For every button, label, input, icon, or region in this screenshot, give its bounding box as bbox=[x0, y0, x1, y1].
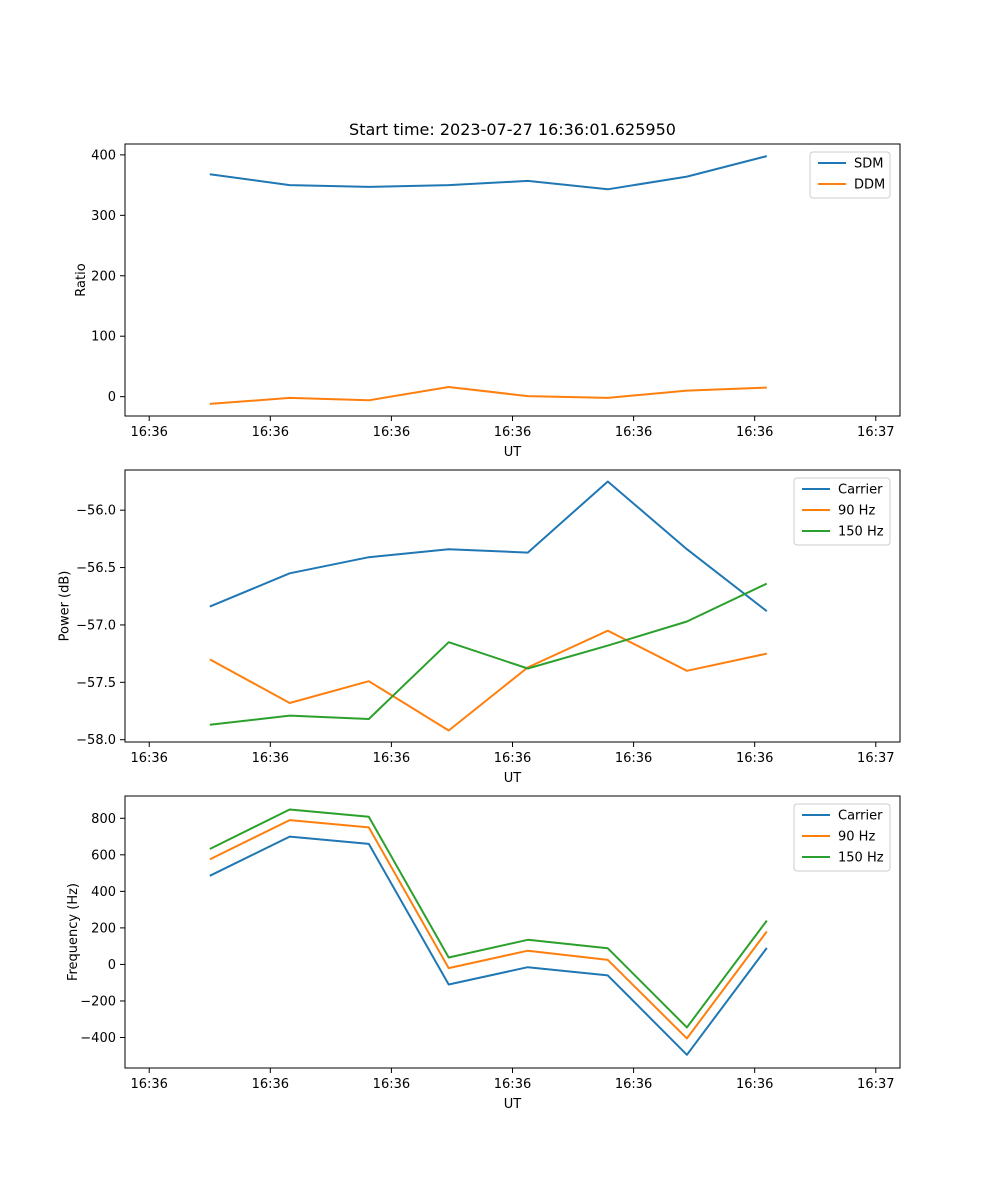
x-axis-label: UT bbox=[504, 1097, 522, 1112]
legend-label: DDM bbox=[854, 178, 885, 193]
y-tick-label: −58.0 bbox=[76, 733, 116, 748]
x-tick-label: 16:36 bbox=[130, 425, 167, 440]
y-tick-label: −200 bbox=[80, 994, 116, 1009]
subplot-1: 16:36 16:36 16:36 16:36 16:36 16:36 16:37 0 100 2… bbox=[74, 120, 901, 460]
x-tick-label: 16:36 bbox=[494, 751, 531, 766]
x-tick-label: 16:36 bbox=[252, 1077, 289, 1092]
x-tick-label: 16:36 bbox=[494, 1077, 531, 1092]
y-tick-label: 400 bbox=[91, 148, 116, 163]
legend: SDM DDM bbox=[809, 151, 891, 199]
x-tick-label: 16:36 bbox=[373, 425, 410, 440]
x-tick-label: 16:36 bbox=[130, 1077, 167, 1092]
x-tick-label: 16:36 bbox=[736, 425, 773, 440]
legend-box bbox=[793, 803, 891, 872]
series-line-150-hz bbox=[209, 582, 768, 726]
x-tick-label: 16:36 bbox=[252, 425, 289, 440]
y-tick-label: −56.5 bbox=[76, 561, 116, 576]
legend-label: Carrier bbox=[838, 483, 883, 498]
y-tick-label: 200 bbox=[91, 921, 116, 936]
legend-label: Carrier bbox=[838, 809, 883, 824]
x-tick-label: 16:36 bbox=[615, 1077, 652, 1092]
series-line-150-hz bbox=[209, 808, 768, 1029]
legend-label: 90 Hz bbox=[838, 830, 875, 845]
x-axis-label: UT bbox=[504, 445, 522, 460]
y-tick-label: 600 bbox=[91, 848, 116, 863]
y-tick-label: 200 bbox=[91, 269, 116, 284]
x-tick-label: 16:37 bbox=[857, 751, 894, 766]
y-axis-label: Ratio bbox=[74, 263, 89, 296]
series-line-carrier bbox=[209, 835, 768, 1056]
x-tick-label: 16:36 bbox=[130, 751, 167, 766]
series-line-90-hz bbox=[209, 629, 768, 732]
x-tick-label: 16:36 bbox=[373, 1077, 410, 1092]
x-tick-label: 16:36 bbox=[615, 425, 652, 440]
legend: Carrier 90 Hz 150 Hz bbox=[793, 477, 891, 546]
x-tick-label: 16:36 bbox=[736, 1077, 773, 1092]
series-line-sdm bbox=[209, 155, 768, 191]
y-tick-label: 400 bbox=[91, 885, 116, 900]
y-tick-label: −57.0 bbox=[76, 618, 116, 633]
x-tick-label: 16:36 bbox=[615, 751, 652, 766]
x-tick-label: 16:36 bbox=[494, 425, 531, 440]
x-tick-label: 16:37 bbox=[857, 1077, 894, 1092]
subplot-3: 16:36 16:36 16:36 16:36 16:36 16:36 16:37 −400 −… bbox=[66, 795, 901, 1112]
plots-layer: 16:36 16:36 16:36 16:36 16:36 16:36 16:37 0 100 2… bbox=[58, 120, 901, 1112]
legend-label: 150 Hz bbox=[838, 525, 884, 540]
y-tick-label: −57.5 bbox=[76, 676, 116, 691]
y-tick-label: 0 bbox=[108, 958, 116, 973]
x-axis-label: UT bbox=[504, 771, 522, 786]
y-tick-label: 300 bbox=[91, 209, 116, 224]
legend: Carrier 90 Hz 150 Hz bbox=[793, 803, 891, 872]
y-tick-label: −56.0 bbox=[76, 504, 116, 519]
subplot-2: 16:36 16:36 16:36 16:36 16:36 16:36 16:37 −58.0… bbox=[58, 469, 901, 786]
chart-title: Start time: 2023-07-27 16:36:01.625950 bbox=[349, 120, 676, 139]
x-tick-label: 16:37 bbox=[857, 425, 894, 440]
legend-label: SDM bbox=[854, 157, 883, 172]
x-tick-label: 16:36 bbox=[736, 751, 773, 766]
x-tick-label: 16:36 bbox=[252, 751, 289, 766]
series-line-90-hz bbox=[209, 819, 768, 1040]
legend-box bbox=[793, 477, 891, 546]
y-tick-label: −400 bbox=[80, 1031, 116, 1046]
y-tick-label: 100 bbox=[91, 330, 116, 345]
y-tick-label: 800 bbox=[91, 812, 116, 827]
series-line-ddm bbox=[209, 386, 767, 405]
series-line-carrier bbox=[209, 480, 768, 612]
legend-label: 150 Hz bbox=[838, 851, 884, 866]
y-tick-label: 0 bbox=[108, 390, 116, 405]
y-axis-label: Frequency (Hz) bbox=[66, 883, 81, 981]
y-axis-label: Power (dB) bbox=[58, 571, 73, 642]
legend-label: 90 Hz bbox=[838, 504, 875, 519]
x-tick-label: 16:36 bbox=[373, 751, 410, 766]
